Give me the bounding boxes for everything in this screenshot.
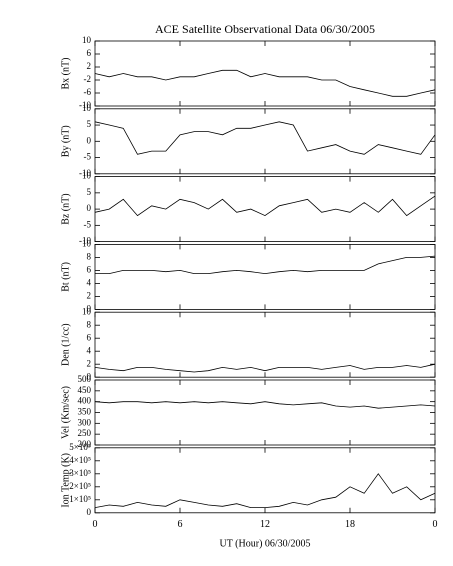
y-tick-label: -5 xyxy=(84,152,92,162)
y-tick-label: 0 xyxy=(87,507,92,517)
panel-frame xyxy=(94,243,436,310)
y-axis-label: By (nT) xyxy=(60,125,71,157)
y-tick-label: 200 xyxy=(78,439,92,449)
y-tick-label: 10 xyxy=(82,103,92,113)
y-tick-label: 2×10⁵ xyxy=(69,481,91,491)
y-tick-label: -10 xyxy=(79,100,91,110)
y-axis-label: Bz (nT) xyxy=(60,193,71,224)
y-tick-label: -6 xyxy=(84,87,92,97)
x-tick-label: 0 xyxy=(93,519,98,530)
y-tick-label: 2 xyxy=(87,290,92,300)
y-tick-label: 10 xyxy=(82,238,92,248)
y-tick-label: 4 xyxy=(87,277,92,287)
panel-frame xyxy=(94,176,436,243)
y-tick-label: 6 xyxy=(87,48,92,58)
y-tick-label: 250 xyxy=(78,428,92,438)
x-tick-label: 0 xyxy=(433,519,438,530)
y-tick-label: 5×10⁵ xyxy=(69,442,91,452)
y-tick-label: -5 xyxy=(84,219,92,229)
y-tick-label: 4 xyxy=(87,345,92,355)
data-line xyxy=(94,363,436,373)
data-line xyxy=(94,69,436,97)
y-tick-label: 0 xyxy=(87,303,92,313)
x-tick-label: 18 xyxy=(345,519,355,530)
y-tick-label: 400 xyxy=(78,396,92,406)
y-tick-label: 2 xyxy=(87,61,92,71)
y-tick-label: 2 xyxy=(87,358,92,368)
y-axis-label: Ion Temp (K) xyxy=(60,453,71,508)
y-tick-label: 0 xyxy=(87,371,92,381)
y-tick-label: 6 xyxy=(87,264,92,274)
panel-frame xyxy=(94,108,436,175)
y-tick-label: 500 xyxy=(78,374,92,384)
y-tick-label: 5 xyxy=(87,119,92,129)
y-tick-label: 6 xyxy=(87,332,92,342)
y-tick-label: 4×10⁵ xyxy=(69,455,91,465)
y-tick-label: 10 xyxy=(82,171,92,181)
y-axis-label: Bt (nT) xyxy=(60,262,71,292)
panel-frame xyxy=(94,447,436,514)
y-tick-label: 3×10⁵ xyxy=(69,468,91,478)
y-tick-label: 0 xyxy=(87,203,92,213)
data-line xyxy=(94,121,436,155)
data-line xyxy=(94,401,436,409)
y-tick-label: -2 xyxy=(84,74,92,84)
data-line xyxy=(95,255,436,275)
y-tick-label: 8 xyxy=(87,319,92,329)
y-tick-label: -10 xyxy=(79,168,91,178)
x-tick-label: 6 xyxy=(178,519,183,530)
y-axis-label: Den (1/cc) xyxy=(60,323,71,365)
y-tick-label: -10 xyxy=(79,236,91,246)
panel-frame xyxy=(94,379,436,446)
y-axis-label: Vel (Km/sec) xyxy=(60,386,71,439)
data-line xyxy=(94,473,436,508)
y-axis-label: Bx (nT) xyxy=(60,58,71,90)
x-axis-label: UT (Hour) 06/30/2005 xyxy=(220,538,311,549)
y-tick-label: 10 xyxy=(82,306,92,316)
y-tick-label: 8 xyxy=(87,251,92,261)
y-tick-label: 5 xyxy=(87,187,92,197)
x-tick-label: 12 xyxy=(260,519,270,530)
data-line xyxy=(94,195,436,217)
y-tick-label: 10 xyxy=(82,35,92,45)
y-tick-label: 450 xyxy=(78,385,92,395)
y-tick-label: 350 xyxy=(78,407,92,417)
y-tick-label: 1×10⁵ xyxy=(69,494,91,504)
chart-title: ACE Satellite Observational Data 06/30/2… xyxy=(155,22,375,36)
y-tick-label: 300 xyxy=(78,417,92,427)
y-tick-label: 0 xyxy=(87,135,92,145)
